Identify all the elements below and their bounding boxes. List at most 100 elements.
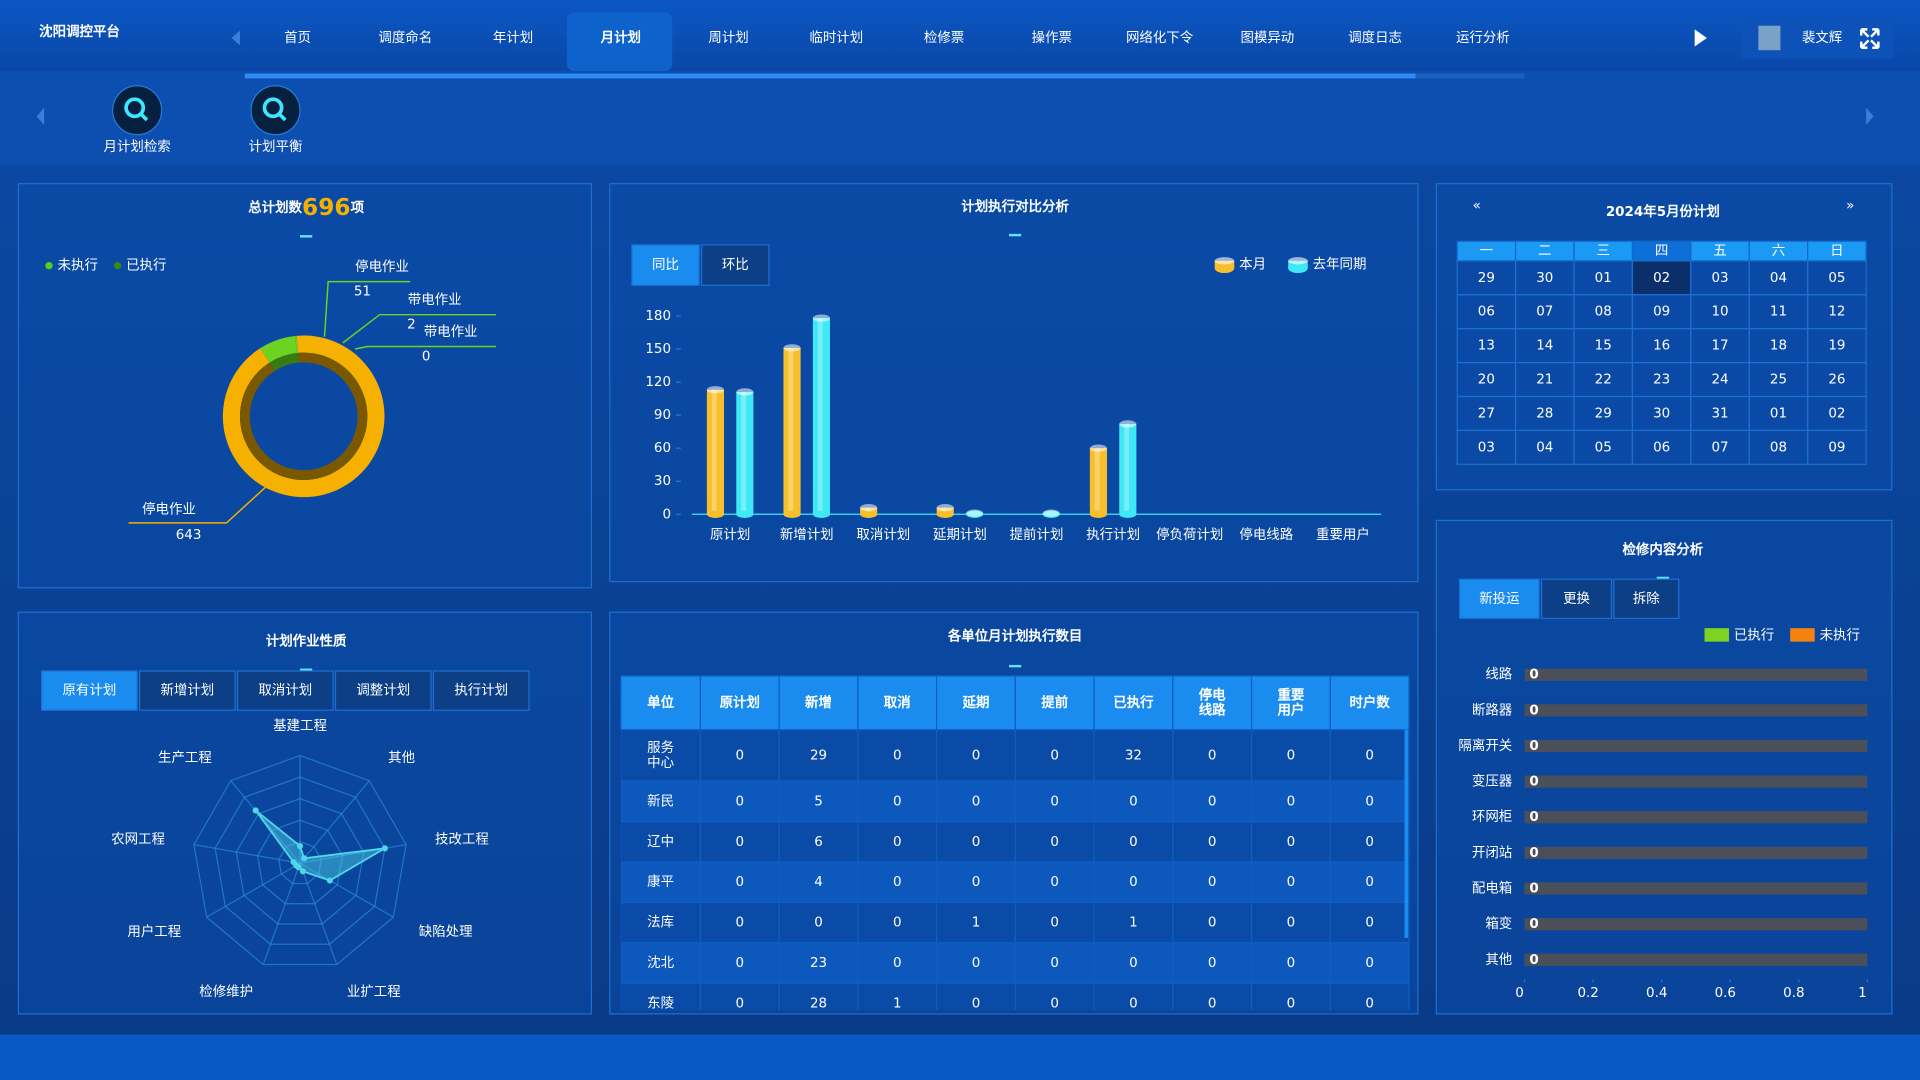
day[interactable]: 01	[1595, 271, 1612, 286]
day[interactable]: 19	[1828, 339, 1845, 354]
tab[interactable]: 取消计划	[258, 683, 312, 699]
day[interactable]: 10	[1711, 305, 1728, 320]
day-cell[interactable]	[1807, 328, 1867, 364]
day-cell[interactable]	[1748, 294, 1809, 330]
day[interactable]: 05	[1595, 440, 1612, 455]
day[interactable]: 18	[1770, 339, 1787, 354]
day-cell[interactable]	[1573, 395, 1634, 432]
tab-bg[interactable]	[138, 670, 236, 711]
day-cell[interactable]	[1573, 429, 1634, 465]
day[interactable]: 08	[1770, 440, 1787, 455]
tab-bg[interactable]	[41, 670, 138, 711]
scrollbar[interactable]	[1404, 729, 1409, 938]
day-cell[interactable]	[1807, 260, 1867, 296]
day[interactable]: 29	[1478, 271, 1495, 286]
tab-bg[interactable]	[1458, 578, 1540, 619]
nav-item[interactable]: 运行分析	[1456, 30, 1510, 46]
day[interactable]: 02	[1828, 406, 1845, 421]
day[interactable]: 01	[1770, 406, 1787, 421]
tool-label[interactable]: 月计划检索	[104, 139, 171, 155]
tool-button[interactable]	[250, 85, 301, 136]
day[interactable]: 09	[1653, 305, 1670, 320]
tab-bg[interactable]	[236, 670, 334, 711]
day[interactable]: 12	[1828, 305, 1845, 320]
nav-item[interactable]: 周计划	[708, 30, 748, 46]
nav-item[interactable]: 检修票	[924, 30, 964, 46]
day[interactable]: 26	[1828, 373, 1845, 388]
tool-button[interactable]	[112, 85, 163, 136]
tab[interactable]: 调整计划	[356, 683, 410, 699]
tab-bg[interactable]	[432, 670, 530, 711]
toolbar-prev[interactable]	[36, 107, 45, 125]
day-cell[interactable]	[1690, 294, 1750, 330]
day[interactable]: 14	[1536, 339, 1553, 354]
day-cell[interactable]	[1456, 260, 1517, 296]
day[interactable]: 09	[1828, 440, 1845, 455]
day[interactable]: 16	[1653, 339, 1670, 354]
day[interactable]: 22	[1595, 373, 1612, 388]
day-cell[interactable]	[1631, 429, 1692, 465]
tab[interactable]: 新投运	[1479, 591, 1519, 607]
nav-item[interactable]: 调度日志	[1348, 30, 1402, 46]
tab[interactable]: 执行计划	[454, 683, 508, 699]
day[interactable]: 29	[1595, 406, 1612, 421]
day-cell[interactable]	[1748, 429, 1809, 465]
day[interactable]: 04	[1536, 440, 1553, 455]
day[interactable]: 17	[1711, 339, 1728, 354]
day-cell[interactable]	[1514, 429, 1575, 465]
day-cell[interactable]	[1748, 361, 1809, 398]
day[interactable]: 20	[1478, 373, 1495, 388]
day-cell[interactable]	[1690, 429, 1750, 465]
day-cell[interactable]	[1514, 361, 1575, 398]
day[interactable]: 05	[1828, 271, 1845, 286]
day[interactable]: 24	[1711, 373, 1728, 388]
day[interactable]: 06	[1478, 305, 1495, 320]
day[interactable]: 04	[1770, 271, 1787, 286]
day[interactable]: 08	[1595, 305, 1612, 320]
day[interactable]: 13	[1478, 339, 1495, 354]
day[interactable]: 31	[1711, 406, 1728, 421]
tab-bg[interactable]	[334, 670, 432, 711]
day[interactable]: 03	[1711, 271, 1728, 286]
day-cell[interactable]	[1807, 294, 1867, 330]
day[interactable]: 28	[1536, 406, 1553, 421]
day-cell[interactable]	[1573, 361, 1634, 398]
nav-prev[interactable]	[231, 30, 240, 46]
day-cell[interactable]	[1748, 395, 1809, 432]
tab[interactable]: 新增计划	[160, 683, 214, 699]
day-cell[interactable]	[1514, 395, 1575, 432]
day[interactable]: 25	[1770, 373, 1787, 388]
nav-item[interactable]: 首页	[284, 30, 311, 46]
toolbar-next[interactable]	[1866, 107, 1874, 125]
day[interactable]: 23	[1653, 373, 1670, 388]
day-cell[interactable]	[1456, 294, 1517, 330]
nav-item[interactable]: 操作票	[1032, 30, 1072, 46]
user-name[interactable]: 裴文辉	[1802, 30, 1842, 46]
day[interactable]: 27	[1478, 406, 1495, 421]
nav-item[interactable]: 月计划	[600, 29, 641, 46]
day[interactable]: 30	[1536, 271, 1553, 286]
day-cell[interactable]	[1631, 294, 1692, 330]
day-cell[interactable]	[1690, 395, 1750, 432]
day-cell[interactable]	[1807, 395, 1867, 432]
calendar-prev[interactable]: «	[1473, 199, 1481, 214]
nav-item[interactable]: 年计划	[493, 30, 533, 46]
tool-label[interactable]: 计划平衡	[249, 139, 303, 155]
day-cell[interactable]	[1456, 395, 1517, 432]
fullscreen-icon[interactable]	[1860, 28, 1880, 49]
tab-bg[interactable]	[701, 244, 770, 286]
nav-next[interactable]	[1694, 29, 1707, 47]
day[interactable]: 03	[1478, 440, 1495, 455]
day-cell[interactable]	[1631, 361, 1692, 398]
day-cell[interactable]	[1690, 260, 1750, 296]
tab-bg[interactable]	[1613, 578, 1680, 619]
tab-bg[interactable]	[1541, 578, 1613, 619]
nav-item[interactable]: 图模异动	[1240, 30, 1294, 46]
day[interactable]: 11	[1770, 305, 1787, 320]
day[interactable]: 21	[1536, 373, 1553, 388]
day[interactable]: 07	[1536, 305, 1553, 320]
day-cell[interactable]	[1807, 429, 1867, 465]
calendar-next[interactable]: »	[1846, 199, 1854, 214]
day[interactable]: 07	[1711, 440, 1728, 455]
tab[interactable]: 同比	[652, 257, 679, 273]
